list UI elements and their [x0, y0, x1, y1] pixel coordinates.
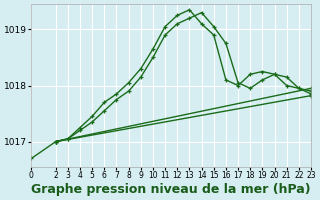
X-axis label: Graphe pression niveau de la mer (hPa): Graphe pression niveau de la mer (hPa): [31, 183, 311, 196]
